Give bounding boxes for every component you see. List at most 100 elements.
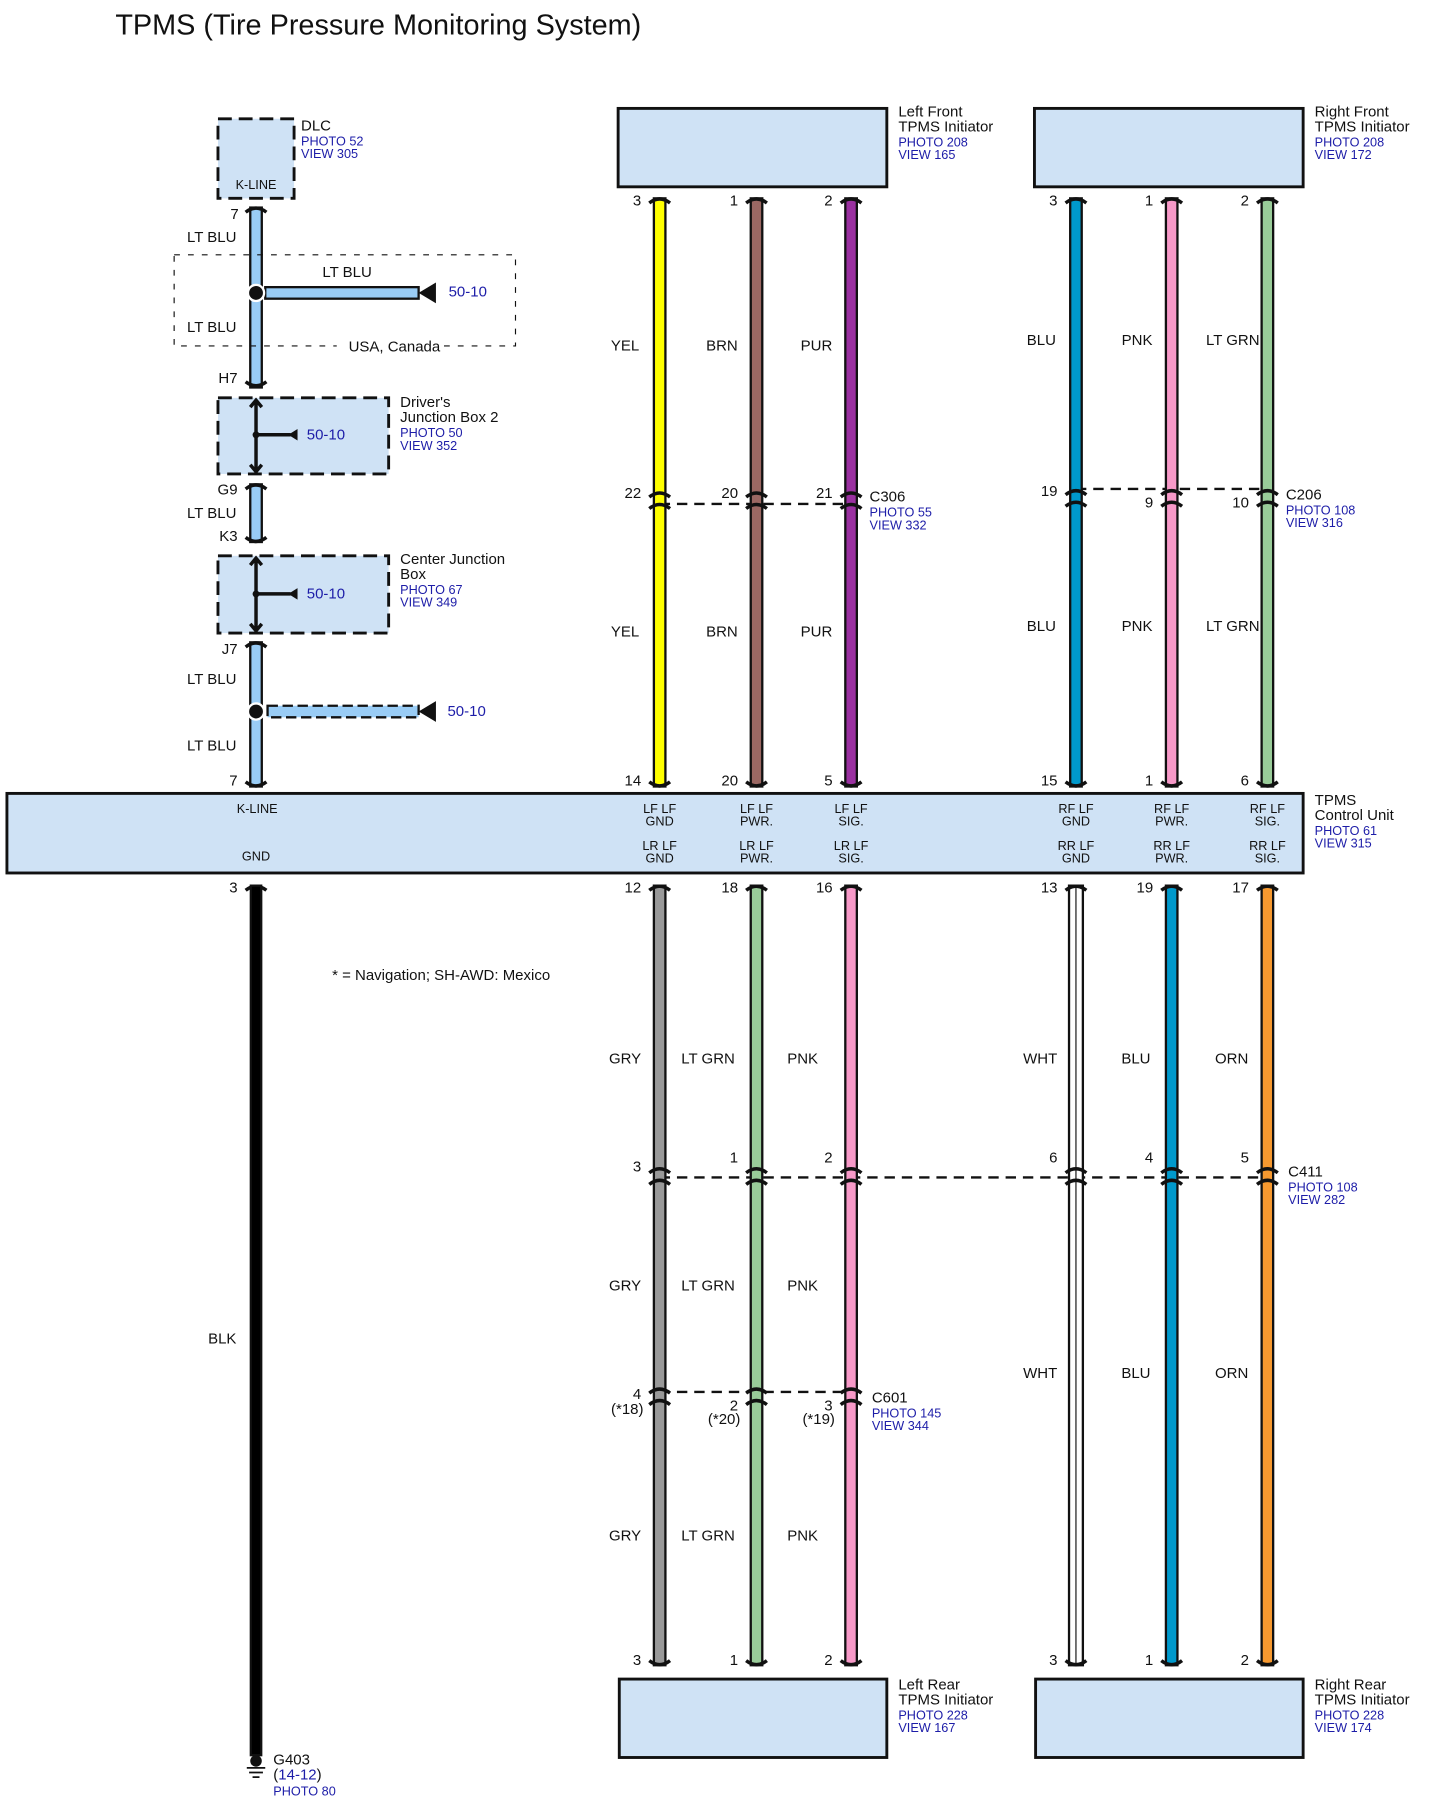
- unit-terminal-label: PWR.: [740, 852, 773, 866]
- unit-terminal-label: RF LF: [1058, 802, 1093, 816]
- connector-cap: [839, 1167, 863, 1175]
- drivers-junction-box-2: [216, 396, 391, 476]
- pin-label: 17: [1232, 880, 1249, 897]
- pin-label: 2: [824, 192, 832, 209]
- ground-photo-ref: PHOTO 80: [273, 1785, 335, 1799]
- wire-lt-grn: [749, 884, 764, 1667]
- wire-color-label: PNK: [787, 1277, 818, 1294]
- terminal-cap: [839, 1659, 863, 1667]
- wire-color-label: BLK: [208, 1330, 236, 1347]
- wire-color-label: PUR: [801, 338, 833, 355]
- splice-point: [246, 702, 266, 721]
- wire-pnk: [844, 884, 858, 1667]
- wire-color-label: PNK: [787, 1528, 818, 1545]
- unit-terminal-label: RR LF: [1153, 839, 1190, 853]
- pin-label: 2: [824, 1149, 832, 1166]
- drivers-jb2-view-ref: VIEW 352: [400, 439, 457, 453]
- connector-view-ref: VIEW 282: [1288, 1193, 1345, 1207]
- ground-page-ref[interactable]: 14-12: [278, 1766, 316, 1783]
- unit-terminal-label: RR LF: [1058, 839, 1095, 853]
- front-initiator: [1032, 106, 1305, 189]
- pin-label: 1: [1145, 772, 1153, 789]
- terminal-cap: [745, 197, 768, 205]
- terminal-cap: [839, 197, 863, 205]
- dlc-terminal-label: K-LINE: [236, 178, 277, 192]
- wire-color-label: BRN: [706, 624, 738, 641]
- pin-label: 6: [1049, 1149, 1057, 1166]
- connector-cap: [648, 1398, 672, 1407]
- pin-label: 10: [1232, 494, 1249, 511]
- connector-cap: [648, 491, 672, 499]
- rear-initiator-name-2: TPMS Initiator: [1315, 1691, 1410, 1708]
- terminal-cap: [244, 380, 268, 388]
- terminal-cap: [244, 641, 268, 649]
- wire-color-label: LT GRN: [681, 1528, 735, 1545]
- terminal-cap: [1160, 884, 1184, 892]
- connector-cap: [1255, 1178, 1279, 1186]
- pin-label: 19: [1041, 483, 1058, 500]
- terminal-cap: [1064, 1659, 1088, 1667]
- kline-wire: [249, 483, 263, 544]
- pin-label: 1: [1145, 1652, 1153, 1669]
- terminal-cap: [1160, 1659, 1184, 1667]
- wire-color-label: PNK: [1122, 332, 1153, 349]
- terminal-cap: [1064, 884, 1088, 892]
- pin-label: 7: [229, 772, 237, 789]
- pin-label: 13: [1041, 880, 1058, 897]
- rear-initiator-view-ref: VIEW 174: [1315, 1721, 1372, 1735]
- connector-cap: [839, 491, 863, 499]
- terminal-cap: [244, 206, 268, 214]
- connector-cap: [648, 1178, 672, 1186]
- center-junction-box: [216, 554, 391, 635]
- wire-color-label: LT BLU: [187, 229, 236, 246]
- terminal-cap: [839, 780, 863, 788]
- wire-color-label: ORN: [1215, 1050, 1248, 1067]
- connector-cap: [745, 491, 768, 499]
- connector-cap: [745, 1178, 768, 1186]
- unit-terminal-label: SIG.: [838, 815, 863, 829]
- pin-label: 3: [1049, 192, 1057, 209]
- connector-photo-ref: PHOTO 108: [1286, 503, 1356, 517]
- pin-label: 3: [229, 880, 237, 897]
- unit-terminal-label: LF LF: [740, 802, 773, 816]
- connector-name: C206: [1286, 486, 1322, 503]
- unit-terminal-label: LR LF: [739, 839, 774, 853]
- unit-terminal-label: LR LF: [642, 839, 677, 853]
- wire-color-label: BLU: [1121, 1050, 1150, 1067]
- rear-initiator: [1034, 1677, 1305, 1759]
- connector-cap: [839, 1398, 863, 1407]
- pin-label: 9: [1145, 494, 1153, 511]
- terminal-cap: [839, 884, 863, 892]
- front-initiator-photo-ref: PHOTO 208: [1315, 135, 1385, 149]
- wire-color-label: ORN: [1215, 1365, 1248, 1382]
- wire-color-label: YEL: [611, 338, 639, 355]
- terminal-cap: [1255, 780, 1279, 788]
- wire-color-label: BLU: [1027, 332, 1056, 349]
- wire-gry: [652, 884, 667, 1667]
- wire-color-label: LT GRN: [1206, 332, 1260, 349]
- unit-terminal-label: PWR.: [740, 815, 773, 829]
- connector-cap: [1064, 1178, 1088, 1186]
- connector-cap: [1160, 1178, 1184, 1186]
- unit-terminal-label: PWR.: [1155, 815, 1188, 829]
- unit-terminal-label: RF LF: [1250, 802, 1285, 816]
- front-initiator-name: Right Front: [1315, 103, 1390, 120]
- terminal-cap: [1255, 197, 1279, 205]
- wire-color-label: LT GRN: [681, 1277, 735, 1294]
- pin-label: 12: [625, 880, 642, 897]
- pin-label: 20: [721, 485, 738, 502]
- junction-dot: [252, 590, 260, 598]
- front-initiator-view-ref: VIEW 172: [1315, 148, 1372, 162]
- pin-label: 5: [824, 772, 832, 789]
- pin-label: (*19): [802, 1411, 834, 1428]
- connector-cap: [1160, 488, 1184, 497]
- dlc-view-ref: VIEW 305: [301, 147, 358, 161]
- connector-cap: [839, 1178, 863, 1186]
- pin-label: 2: [1241, 1652, 1249, 1669]
- connector-photo-ref: PHOTO 55: [870, 506, 932, 520]
- pin-label: J7: [222, 641, 238, 658]
- drivers-jb2-photo-ref: PHOTO 50: [400, 426, 462, 440]
- connector-cap: [745, 502, 768, 510]
- unit-terminal-label: GND: [1062, 852, 1090, 866]
- pin-label: (*18): [611, 1401, 643, 1418]
